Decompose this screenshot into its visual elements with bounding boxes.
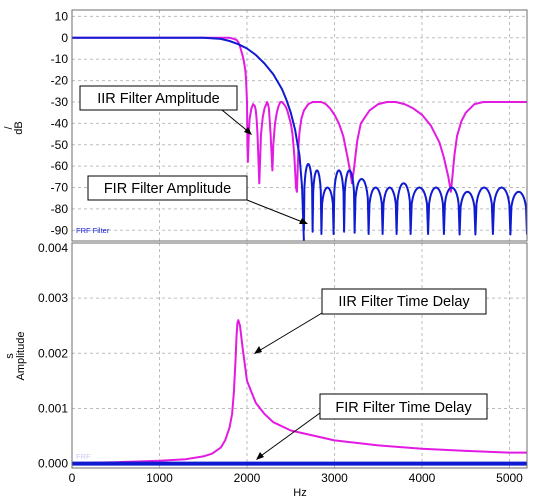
amplitude-y-tick-label: -80 [51,202,69,216]
callout-fir-amplitude: FIR Filter Amplitude [87,175,308,224]
amplitude-plot-frame [71,9,528,242]
amplitude-y-tick-label: -60 [51,159,69,173]
amplitude-plot-area [72,36,527,241]
amplitude-y-tick-label: -70 [51,181,69,195]
time-delay-plot-area [72,319,527,466]
amplitude-y-tick-label: -20 [51,74,69,88]
time-delay-y-tick-label: 0.000 [38,457,68,471]
amplitude-y-tick-label: 10 [55,9,69,23]
callout-iir-delay-text: IIR Filter Time Delay [338,294,470,310]
callout-fir-delay: FIR Filter Time Delay [256,393,488,460]
amplitude-y-tick-label: -30 [51,95,69,109]
time-delay-y-tick-label: 0.004 [38,241,68,255]
frequency-tick-label: 4000 [409,471,436,485]
time-delay-y-tick-label: 0.002 [38,346,68,360]
amplitude-y-tick-label: -90 [51,223,69,237]
time-delay-series-note: FRF [76,452,91,461]
iir-amplitude-line [72,36,527,193]
callout-iir-amplitude-text: IIR Filter Amplitude [97,91,220,107]
amplitude-y-tick-label: 0 [61,31,68,45]
frequency-axis-label: Hz [293,487,306,499]
time-delay-y-tick-label: 0.003 [38,291,68,305]
frequency-tick-label: 0 [69,471,76,485]
amplitude-y-axis-label: dB [13,121,25,134]
callout-fir-amplitude-text: FIR Filter Amplitude [104,181,231,197]
iir-time-delay-line [72,319,527,464]
fir-amplitude-line [72,36,305,241]
callout-iir-delay: IIR Filter Time Delay [254,288,487,354]
frequency-tick-label: 2000 [234,471,261,485]
amplitude-series-note: FRF Filter [76,226,110,235]
amplitude-y-tick-label: -10 [51,52,69,66]
amplitude-y-tick-label: -40 [51,116,69,130]
callout-iir-amplitude: IIR Filter Amplitude [79,85,252,135]
time-delay-y-tick-label: 0.001 [38,401,68,415]
time-delay-y-unit: s [4,353,16,359]
frequency-tick-label: 5000 [496,471,523,485]
frequency-tick-label: 3000 [321,471,348,485]
time-delay-plot-frame [71,242,528,469]
amplitude-tick-labels: 10 0 -10 -20 -30 -40 -50 -60 -70 -80 -90 [51,9,69,237]
amplitude-y-tick-label: -50 [51,138,69,152]
frequency-tick-label: 1000 [146,471,173,485]
callout-fir-delay-text: FIR Filter Time Delay [335,400,472,416]
amplitude-panel: 10 0 -10 -20 -30 -40 -50 -60 -70 -80 -90 / dB FRF … [3,9,528,242]
time-delay-y-axis-label: Amplitude [15,332,27,381]
fir-stopband-line [302,163,527,236]
amplitude-y-unit: / [3,126,15,130]
